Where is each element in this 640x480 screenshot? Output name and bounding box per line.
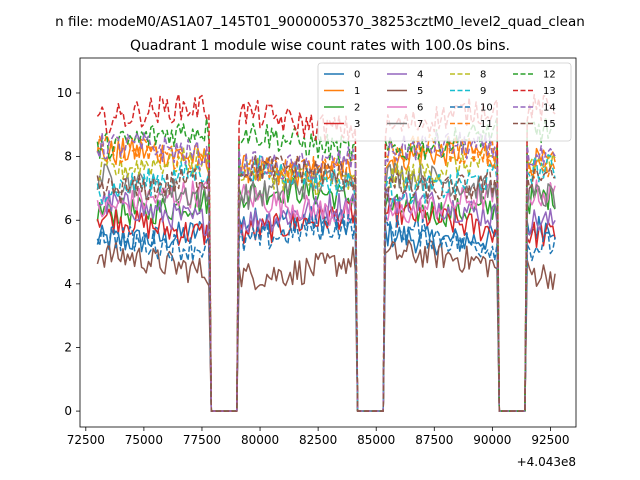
legend-label-13: 13 xyxy=(543,86,556,97)
series-line-10 xyxy=(96,213,556,412)
series-line-11 xyxy=(96,133,556,412)
series-line-14 xyxy=(96,131,556,412)
y-tick-label-6: 6 xyxy=(64,213,72,227)
legend-label-15: 15 xyxy=(543,119,556,130)
x-tick-label-87500: 87500 xyxy=(415,433,453,447)
series-line-7 xyxy=(96,162,556,412)
x-tick-label-77500: 77500 xyxy=(183,433,221,447)
x-tick-label-80000: 80000 xyxy=(241,433,279,447)
chart-title: Quadrant 1 module wise count rates with … xyxy=(130,38,510,54)
legend-label-5: 5 xyxy=(417,86,423,97)
x-tick-label-85000: 85000 xyxy=(357,433,395,447)
legend-label-6: 6 xyxy=(417,103,423,114)
legend-label-1: 1 xyxy=(354,86,360,97)
legend-label-10: 10 xyxy=(480,103,493,114)
x-tick-label-92500: 92500 xyxy=(531,433,569,447)
legend-label-11: 11 xyxy=(480,119,493,130)
x-tick-label-90000: 90000 xyxy=(473,433,511,447)
legend-label-12: 12 xyxy=(543,70,556,81)
legend-label-9: 9 xyxy=(480,86,486,97)
legend-label-4: 4 xyxy=(417,70,423,81)
axes: 72500 75000 77500 80000 82500 85000 87500 90000… xyxy=(57,57,577,447)
legend-label-14: 14 xyxy=(543,103,556,114)
series-line-4 xyxy=(97,187,556,412)
y-tick-label-8: 8 xyxy=(64,150,72,164)
y-tick-label-4: 4 xyxy=(64,277,72,291)
series-line-12 xyxy=(96,116,556,412)
x-tick-label-75000: 75000 xyxy=(125,433,163,447)
legend-box xyxy=(317,62,572,142)
x-tick-label-72500: 72500 xyxy=(67,433,105,447)
series-layer xyxy=(96,93,556,412)
series-line-5 xyxy=(96,239,556,412)
legend-label-0: 0 xyxy=(354,70,360,81)
figure-suptitle: n file: modeM0/AS1A07_145T01_9000005370_… xyxy=(55,14,585,30)
x-tick-label-82500: 82500 xyxy=(299,433,337,447)
series-line-9 xyxy=(96,153,556,412)
legend-label-3: 3 xyxy=(354,119,360,130)
legend-label-8: 8 xyxy=(480,70,486,81)
y-tick-label-0: 0 xyxy=(64,404,72,418)
x-offset-label: +4.043e8 xyxy=(517,455,576,469)
legend-label-2: 2 xyxy=(354,103,360,114)
series-line-15 xyxy=(96,155,556,412)
series-line-3 xyxy=(96,197,556,412)
y-tick-label-2: 2 xyxy=(64,340,72,354)
y-tick-label-10: 10 xyxy=(57,86,72,100)
legend-label-7: 7 xyxy=(417,119,423,130)
plot-frame xyxy=(79,57,577,428)
